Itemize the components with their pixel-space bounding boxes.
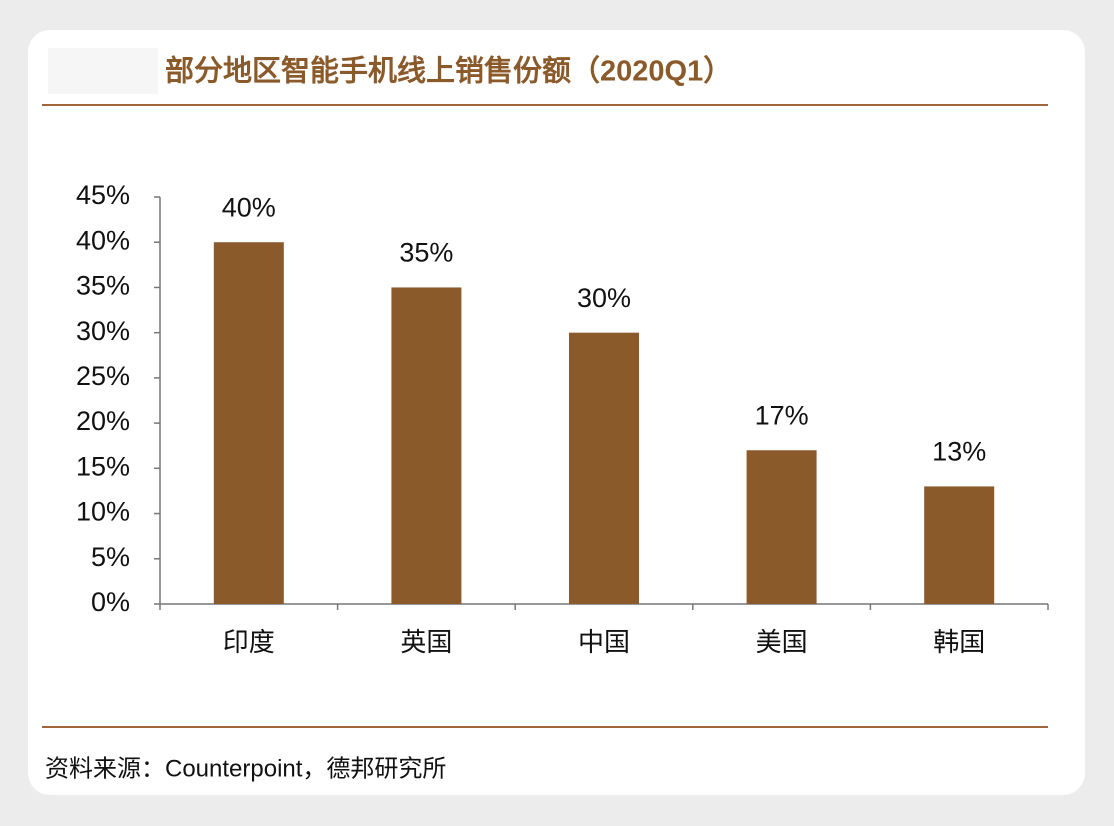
x-tick-label: 中国 — [578, 627, 630, 657]
y-tick-label: 15% — [76, 451, 130, 481]
x-tick-label: 印度 — [223, 627, 275, 657]
value-label: 13% — [932, 437, 986, 467]
chart-title: 部分地区智能手机线上销售份额（2020Q1） — [165, 54, 732, 88]
bar — [924, 486, 995, 604]
y-tick-label: 0% — [91, 587, 130, 617]
y-tick-label: 10% — [76, 497, 130, 527]
bar — [746, 450, 817, 604]
bar — [213, 242, 284, 604]
value-label: 40% — [222, 192, 276, 222]
source: 资料来源：Counterpoint，德邦研究所 — [45, 755, 446, 782]
y-tick-label: 35% — [76, 271, 130, 301]
x-tick-label: 英国 — [400, 627, 452, 657]
y-tick-label: 40% — [76, 225, 130, 255]
y-tick-label: 20% — [76, 406, 130, 436]
y-tick-label: 25% — [76, 361, 130, 391]
y-tick-label: 5% — [91, 542, 130, 572]
blur-box — [48, 48, 158, 94]
value-label: 17% — [755, 400, 809, 430]
value-label: 30% — [577, 283, 631, 313]
bar — [391, 287, 462, 604]
y-tick-label: 45% — [76, 180, 130, 210]
x-tick-label: 韩国 — [933, 627, 985, 657]
bar — [569, 332, 639, 604]
card — [28, 30, 1085, 795]
x-tick-label: 美国 — [756, 627, 808, 657]
value-label: 35% — [399, 238, 453, 268]
y-tick-label: 30% — [76, 316, 130, 346]
